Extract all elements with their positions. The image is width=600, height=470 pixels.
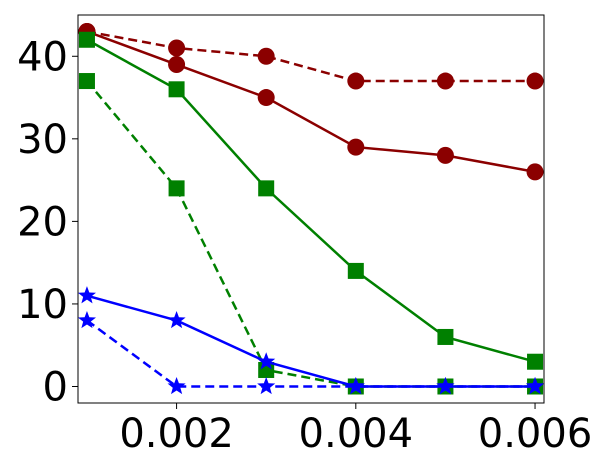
data-point [436, 376, 455, 395]
data-point [257, 352, 276, 370]
series-1 [78, 23, 544, 181]
data-point [527, 353, 544, 370]
data-point [347, 138, 365, 156]
data-point [257, 47, 275, 65]
series-line [86, 38, 536, 363]
data-point [168, 81, 185, 98]
y-tick-label: 10 [17, 282, 68, 328]
series-line [86, 294, 536, 388]
series-5 [77, 310, 545, 395]
series-line [86, 30, 536, 83]
data-point [167, 376, 186, 395]
data-point [526, 376, 545, 395]
data-point [347, 72, 365, 90]
data-point [257, 376, 276, 395]
data-point [168, 180, 185, 197]
data-point [526, 163, 544, 181]
series-layer [77, 23, 545, 395]
series-2 [78, 31, 544, 370]
data-point [167, 310, 186, 329]
y-tick-label: 30 [17, 117, 68, 163]
data-point [258, 180, 275, 197]
data-point [78, 31, 95, 48]
data-point [346, 376, 365, 395]
data-point [437, 328, 454, 345]
data-point [436, 146, 454, 164]
y-axis: 0 10 20 30 40 [17, 34, 78, 410]
data-point [168, 39, 186, 57]
series-line [86, 30, 536, 174]
data-point [257, 89, 275, 107]
series-0 [78, 23, 544, 90]
x-tick-label: 0.006 [478, 411, 593, 457]
series-4 [77, 286, 545, 395]
y-tick-label: 40 [17, 34, 68, 80]
y-tick-label: 0 [43, 364, 68, 410]
data-point [347, 262, 364, 279]
data-point [77, 310, 96, 329]
x-tick-label: 0.004 [299, 411, 414, 457]
x-tick-label: 0.002 [119, 411, 234, 457]
data-point [168, 56, 186, 74]
series-line [86, 319, 536, 388]
y-tick-label: 20 [17, 199, 68, 245]
data-point [436, 72, 454, 90]
data-point [78, 73, 95, 90]
data-point [526, 72, 544, 90]
series-line [86, 80, 536, 388]
plot-area-frame [77, 14, 545, 404]
x-axis: 0.002 0.004 0.006 [119, 403, 592, 457]
data-point [77, 286, 96, 304]
